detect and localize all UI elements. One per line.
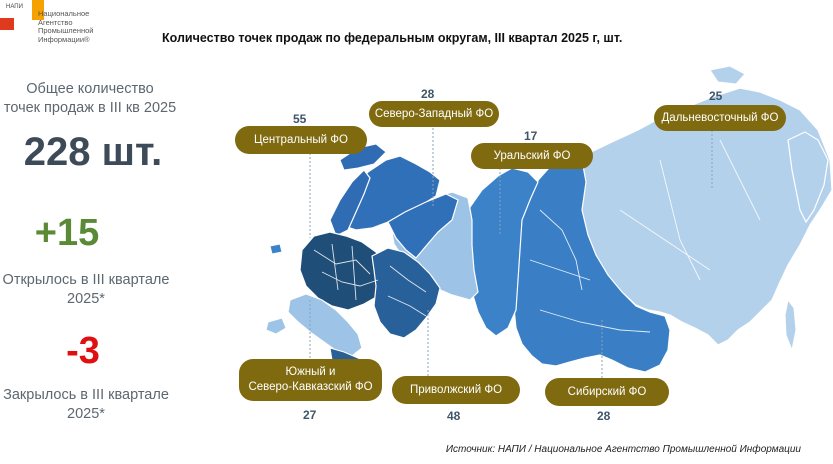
region-siberia[interactable] (513, 149, 671, 373)
pill-south-caucasus[interactable]: Южный и Северо-Кавказский ФО (239, 359, 382, 401)
napi-logo: НАПИ Национальное Агентство Промышленной… (0, 0, 110, 60)
logo-orange-square (32, 0, 44, 20)
source-note: Источник: НАПИ / Национальное Агентство … (445, 444, 801, 455)
closed-label: Закрылось в III квартале 2025* (3, 387, 169, 422)
count-volga: 48 (447, 409, 461, 423)
pill-central[interactable]: Центральный ФО (235, 126, 367, 154)
opened-label: Открылось в III квартале 2025* (2, 272, 170, 307)
pill-volga[interactable]: Приволжский ФО (392, 376, 520, 404)
region-north-west-arkhangelsk (337, 155, 441, 231)
total-label: Общее количество точек продаж в III кв 2… (3, 81, 177, 116)
leader-lines (309, 124, 713, 378)
region-volga[interactable] (371, 247, 441, 339)
count-central: 55 (293, 112, 307, 126)
far-east-sakhalin (784, 298, 797, 352)
opened-value: +15 (34, 212, 100, 254)
count-siberia: 28 (597, 409, 611, 423)
russia-map (265, 65, 833, 378)
count-south-caucasus: 27 (303, 408, 317, 422)
pill-far-east[interactable]: Дальневосточный ФО (654, 105, 786, 131)
far-east-kamchatka (787, 131, 829, 224)
count-north-west: 28 (421, 87, 435, 101)
region-borders (313, 139, 761, 333)
page-title: Количество точек продаж по федеральным о… (162, 31, 623, 45)
far-east-chukotka (709, 65, 746, 85)
closed-value: -3 (66, 330, 100, 372)
pill-urals[interactable]: Уральский ФО (471, 143, 593, 169)
count-far-east: 25 (709, 89, 723, 103)
region-crimea (265, 317, 287, 335)
total-value: 228 шт. (23, 130, 163, 174)
logo-small-text: НАПИ (6, 4, 23, 10)
logo-text: Национальное Агентство Промышленной Инфо… (38, 9, 94, 44)
region-north-west-komi (387, 193, 459, 259)
pill-siberia[interactable]: Сибирский ФО (545, 378, 669, 406)
region-karelia (329, 169, 371, 237)
region-kaliningrad (269, 243, 283, 255)
count-urals: 17 (524, 129, 538, 143)
region-south-caucasus[interactable] (287, 293, 363, 357)
logo-red-square (0, 18, 14, 30)
pill-north-west[interactable]: Северо-Западный ФО (369, 101, 499, 127)
